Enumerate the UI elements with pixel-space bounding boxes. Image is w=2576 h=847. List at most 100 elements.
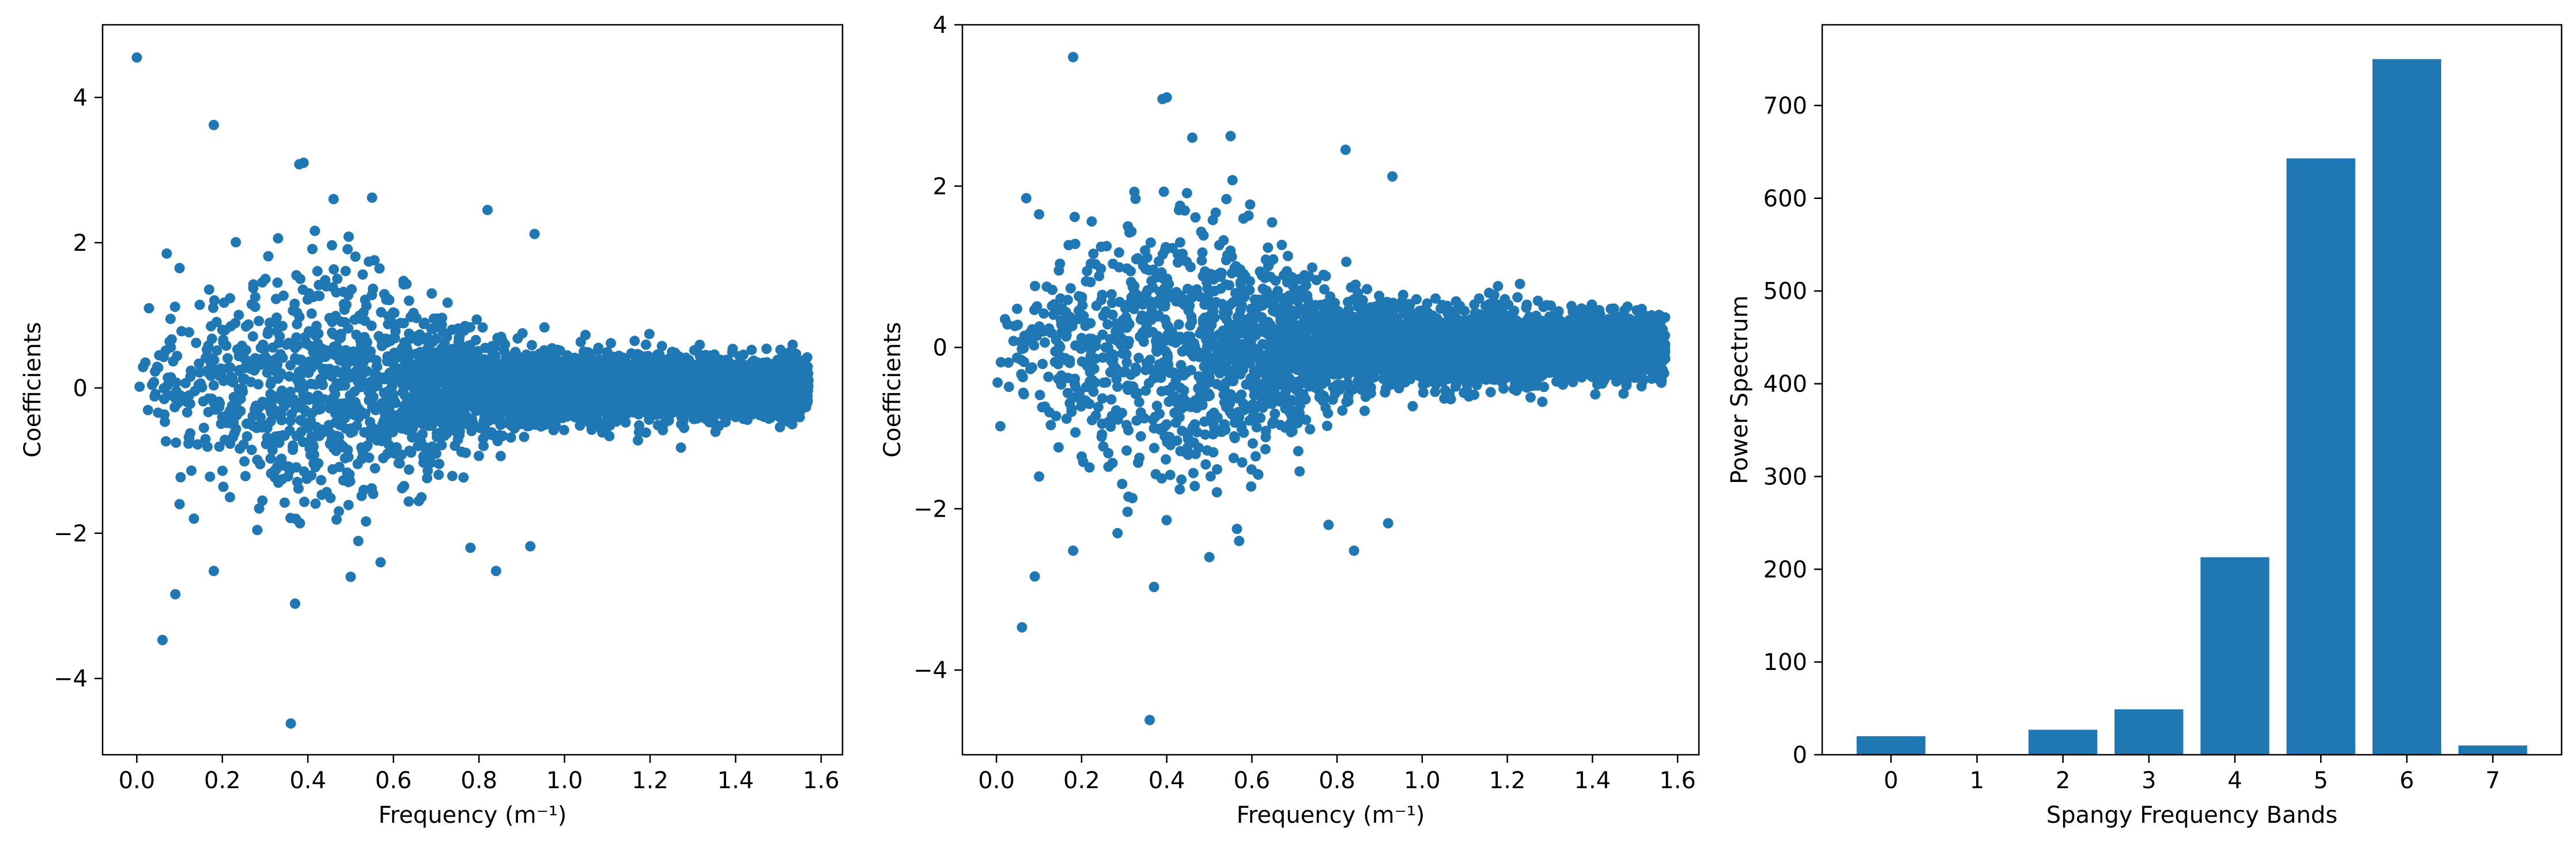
scatter-point bbox=[358, 484, 369, 495]
scatter-point bbox=[774, 359, 785, 370]
scatter-point bbox=[546, 343, 557, 354]
scatter-point bbox=[343, 451, 354, 462]
scatter-point bbox=[285, 360, 296, 371]
scatter-point bbox=[475, 423, 486, 434]
scatter-point bbox=[679, 423, 689, 434]
scatter-point bbox=[331, 431, 342, 442]
scatter-point bbox=[426, 323, 437, 334]
scatter-point bbox=[626, 348, 637, 359]
scatter-point bbox=[772, 375, 783, 386]
scatter-point bbox=[272, 277, 283, 288]
scatter-point bbox=[205, 471, 216, 482]
scatter-point bbox=[464, 385, 475, 396]
scatter-point bbox=[208, 380, 219, 391]
scatter-point bbox=[290, 598, 300, 609]
scatter-point bbox=[1117, 479, 1128, 490]
scatter-point bbox=[746, 364, 757, 375]
scatter-point bbox=[451, 427, 462, 438]
scatter-point bbox=[292, 340, 303, 351]
scatter-point bbox=[368, 391, 379, 402]
scatter-point bbox=[216, 368, 226, 379]
x-tick-label: 0.4 bbox=[289, 767, 326, 794]
scatter-point bbox=[234, 366, 245, 377]
scatter-point bbox=[372, 381, 383, 391]
scatter-point bbox=[426, 457, 436, 468]
scatter-point bbox=[607, 365, 618, 375]
scatter-point bbox=[441, 332, 452, 342]
scatter-point bbox=[184, 390, 195, 401]
scatter-point bbox=[995, 421, 1006, 432]
scatter-point bbox=[603, 408, 614, 419]
scatter-point bbox=[313, 280, 324, 291]
scatter-point bbox=[529, 228, 540, 239]
scatter-point bbox=[307, 357, 318, 368]
scatter-point bbox=[248, 283, 259, 293]
scatter-point bbox=[217, 465, 228, 476]
scatter-point bbox=[403, 496, 414, 507]
scatter-point bbox=[436, 440, 447, 451]
scatter-point bbox=[399, 371, 410, 382]
scatter-point bbox=[479, 355, 490, 366]
scatter-point bbox=[558, 424, 569, 435]
scatter-point bbox=[706, 396, 716, 406]
scatter-point bbox=[142, 405, 153, 416]
scatter-point bbox=[331, 446, 342, 456]
scatter-point bbox=[440, 360, 451, 371]
scatter-point bbox=[211, 345, 222, 356]
scatter-point bbox=[730, 361, 741, 371]
scatter-point bbox=[714, 385, 725, 396]
scatter-point bbox=[216, 419, 226, 430]
scatter-point bbox=[519, 356, 530, 367]
scatter-point bbox=[733, 387, 744, 398]
scatter-point bbox=[292, 307, 303, 318]
scatter-point bbox=[422, 465, 433, 476]
scatter-point bbox=[298, 436, 308, 447]
scatter-point bbox=[434, 458, 444, 469]
scatter-point bbox=[273, 406, 284, 417]
left-x-axis-label: Frequency (m⁻¹) bbox=[379, 802, 567, 829]
scatter-point bbox=[343, 499, 354, 510]
scatter-point bbox=[200, 434, 211, 445]
scatter-point bbox=[1189, 481, 1200, 491]
scatter-point bbox=[406, 447, 417, 458]
scatter-point bbox=[225, 371, 236, 382]
scatter-point bbox=[784, 397, 795, 408]
scatter-point bbox=[540, 392, 551, 403]
scatter-point bbox=[140, 357, 151, 368]
scatter-point bbox=[306, 308, 317, 319]
scatter-point bbox=[581, 364, 592, 375]
scatter-point bbox=[259, 354, 270, 365]
x-tick-label: 1.6 bbox=[803, 767, 840, 794]
scatter-point bbox=[400, 359, 410, 370]
scatter-point bbox=[641, 371, 652, 382]
scatter-point bbox=[591, 355, 601, 366]
scatter-point bbox=[350, 251, 361, 262]
scatter-point bbox=[198, 423, 209, 433]
scatter-point bbox=[332, 273, 343, 284]
scatter-point bbox=[391, 442, 402, 453]
scatter-point bbox=[254, 315, 265, 326]
scatter-point bbox=[143, 303, 154, 314]
left-y-axis-label: Coefficients bbox=[20, 322, 46, 457]
scatter-point bbox=[346, 284, 357, 295]
scatter-point bbox=[772, 397, 783, 408]
scatter-point bbox=[196, 382, 207, 393]
scatter-point bbox=[316, 475, 327, 485]
scatter-point bbox=[1211, 487, 1222, 498]
scatter-point bbox=[403, 464, 414, 475]
scatter-point bbox=[454, 324, 464, 335]
scatter-point bbox=[380, 333, 391, 344]
scatter-point bbox=[283, 461, 294, 472]
scatter-point bbox=[446, 348, 457, 359]
scatter-point bbox=[534, 404, 545, 415]
scatter-point bbox=[398, 423, 409, 434]
scatter-point bbox=[793, 406, 804, 417]
scatter-point bbox=[672, 389, 683, 400]
scatter-point bbox=[307, 243, 318, 254]
scatter-point bbox=[401, 342, 412, 353]
scatter-point bbox=[277, 352, 288, 363]
scatter-point bbox=[613, 351, 624, 362]
scatter-point bbox=[1158, 186, 1169, 197]
scatter-point bbox=[645, 404, 656, 415]
scatter-point bbox=[482, 205, 493, 216]
